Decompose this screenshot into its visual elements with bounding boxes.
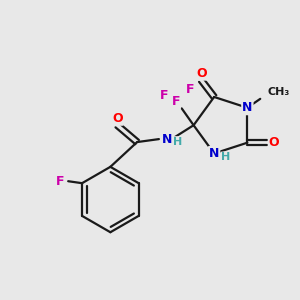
Text: F: F bbox=[160, 89, 168, 102]
Text: N: N bbox=[242, 101, 253, 114]
Text: O: O bbox=[196, 67, 207, 80]
Text: F: F bbox=[172, 95, 180, 108]
Text: N: N bbox=[209, 147, 219, 160]
Text: O: O bbox=[269, 136, 279, 149]
Text: H: H bbox=[173, 137, 182, 147]
Text: H: H bbox=[221, 152, 231, 163]
Text: F: F bbox=[185, 83, 194, 96]
Text: CH₃: CH₃ bbox=[267, 87, 290, 97]
Text: O: O bbox=[112, 112, 123, 125]
Text: F: F bbox=[56, 175, 64, 188]
Text: N: N bbox=[162, 133, 172, 146]
